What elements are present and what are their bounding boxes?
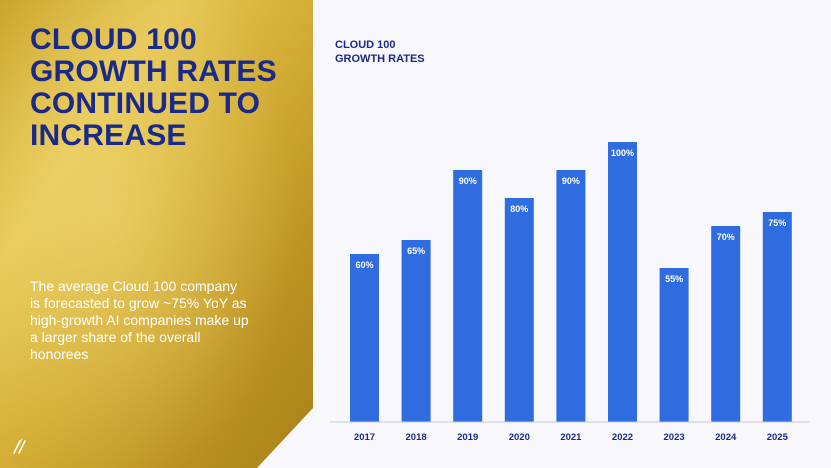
chart-title-line: CLOUD 100	[335, 39, 396, 51]
bar-value-label: 80%	[510, 204, 528, 214]
bar-2021	[556, 170, 586, 422]
bar-value-label: 70%	[717, 232, 735, 242]
headline-line: CLOUD 100	[30, 23, 197, 56]
summary-line: high-growth AI companies make up	[30, 312, 249, 328]
headline: CLOUD 100 GROWTH RATES CONTINUED TO INCR…	[30, 24, 300, 152]
growth-rate-bar-chart: 60%65%90%80%90%100%55%70%75% 2017 2018 201…	[330, 142, 810, 443]
summary-line: The average Cloud 100 company	[30, 278, 238, 294]
bar-value-label: 90%	[459, 176, 477, 186]
x-tick-label: 2019	[457, 432, 478, 443]
bar-2020	[504, 198, 534, 422]
bar-2025	[762, 212, 792, 422]
bar-2017	[350, 254, 379, 422]
bars-layer: 60% 65% 90% 80% 90% 100% 55% 70% 75%	[350, 142, 792, 422]
double-slash-logo-icon	[13, 438, 26, 454]
bar-value-label: 90%	[562, 176, 580, 186]
summary-line: a larger share of the overall	[30, 329, 201, 345]
x-tick-label: 2024	[715, 432, 737, 443]
summary-line: is forecasted to grow ~75% YoY as	[30, 295, 247, 311]
x-tick-label: 2018	[406, 432, 427, 443]
bar-value-label: 100%	[611, 148, 634, 158]
bar-2018	[401, 240, 431, 422]
x-tick-label: 2021	[560, 432, 582, 443]
x-tick-label: 2023	[664, 432, 685, 443]
headline-line: INCREASE	[30, 119, 187, 152]
bar-2023	[659, 268, 689, 422]
summary-text: The average Cloud 100 company is forecas…	[30, 278, 292, 363]
chart-title-line: GROWTH RATES	[335, 53, 425, 65]
x-tick-label: 2017	[354, 432, 375, 443]
chart-title: CLOUD 100 GROWTH RATES	[335, 38, 425, 66]
summary-line: honorees	[30, 346, 89, 362]
headline-line: GROWTH RATES	[30, 55, 277, 88]
labels-layer: 2017 2018 2019 2020 2021 2022 2023 2024 2025	[354, 432, 789, 443]
bar-2019	[453, 170, 483, 422]
x-tick-label: 2025	[767, 432, 789, 443]
bar-value-label: 60%	[355, 260, 373, 270]
bar-2022	[608, 142, 637, 422]
bar-value-label: 55%	[665, 274, 683, 284]
x-tick-label: 2022	[612, 432, 633, 443]
bar-value-label: 75%	[768, 218, 786, 228]
bar-2024	[711, 226, 741, 422]
bar-value-label: 65%	[407, 246, 425, 256]
x-tick-label: 2020	[509, 432, 530, 443]
headline-line: CONTINUED TO	[30, 87, 261, 120]
